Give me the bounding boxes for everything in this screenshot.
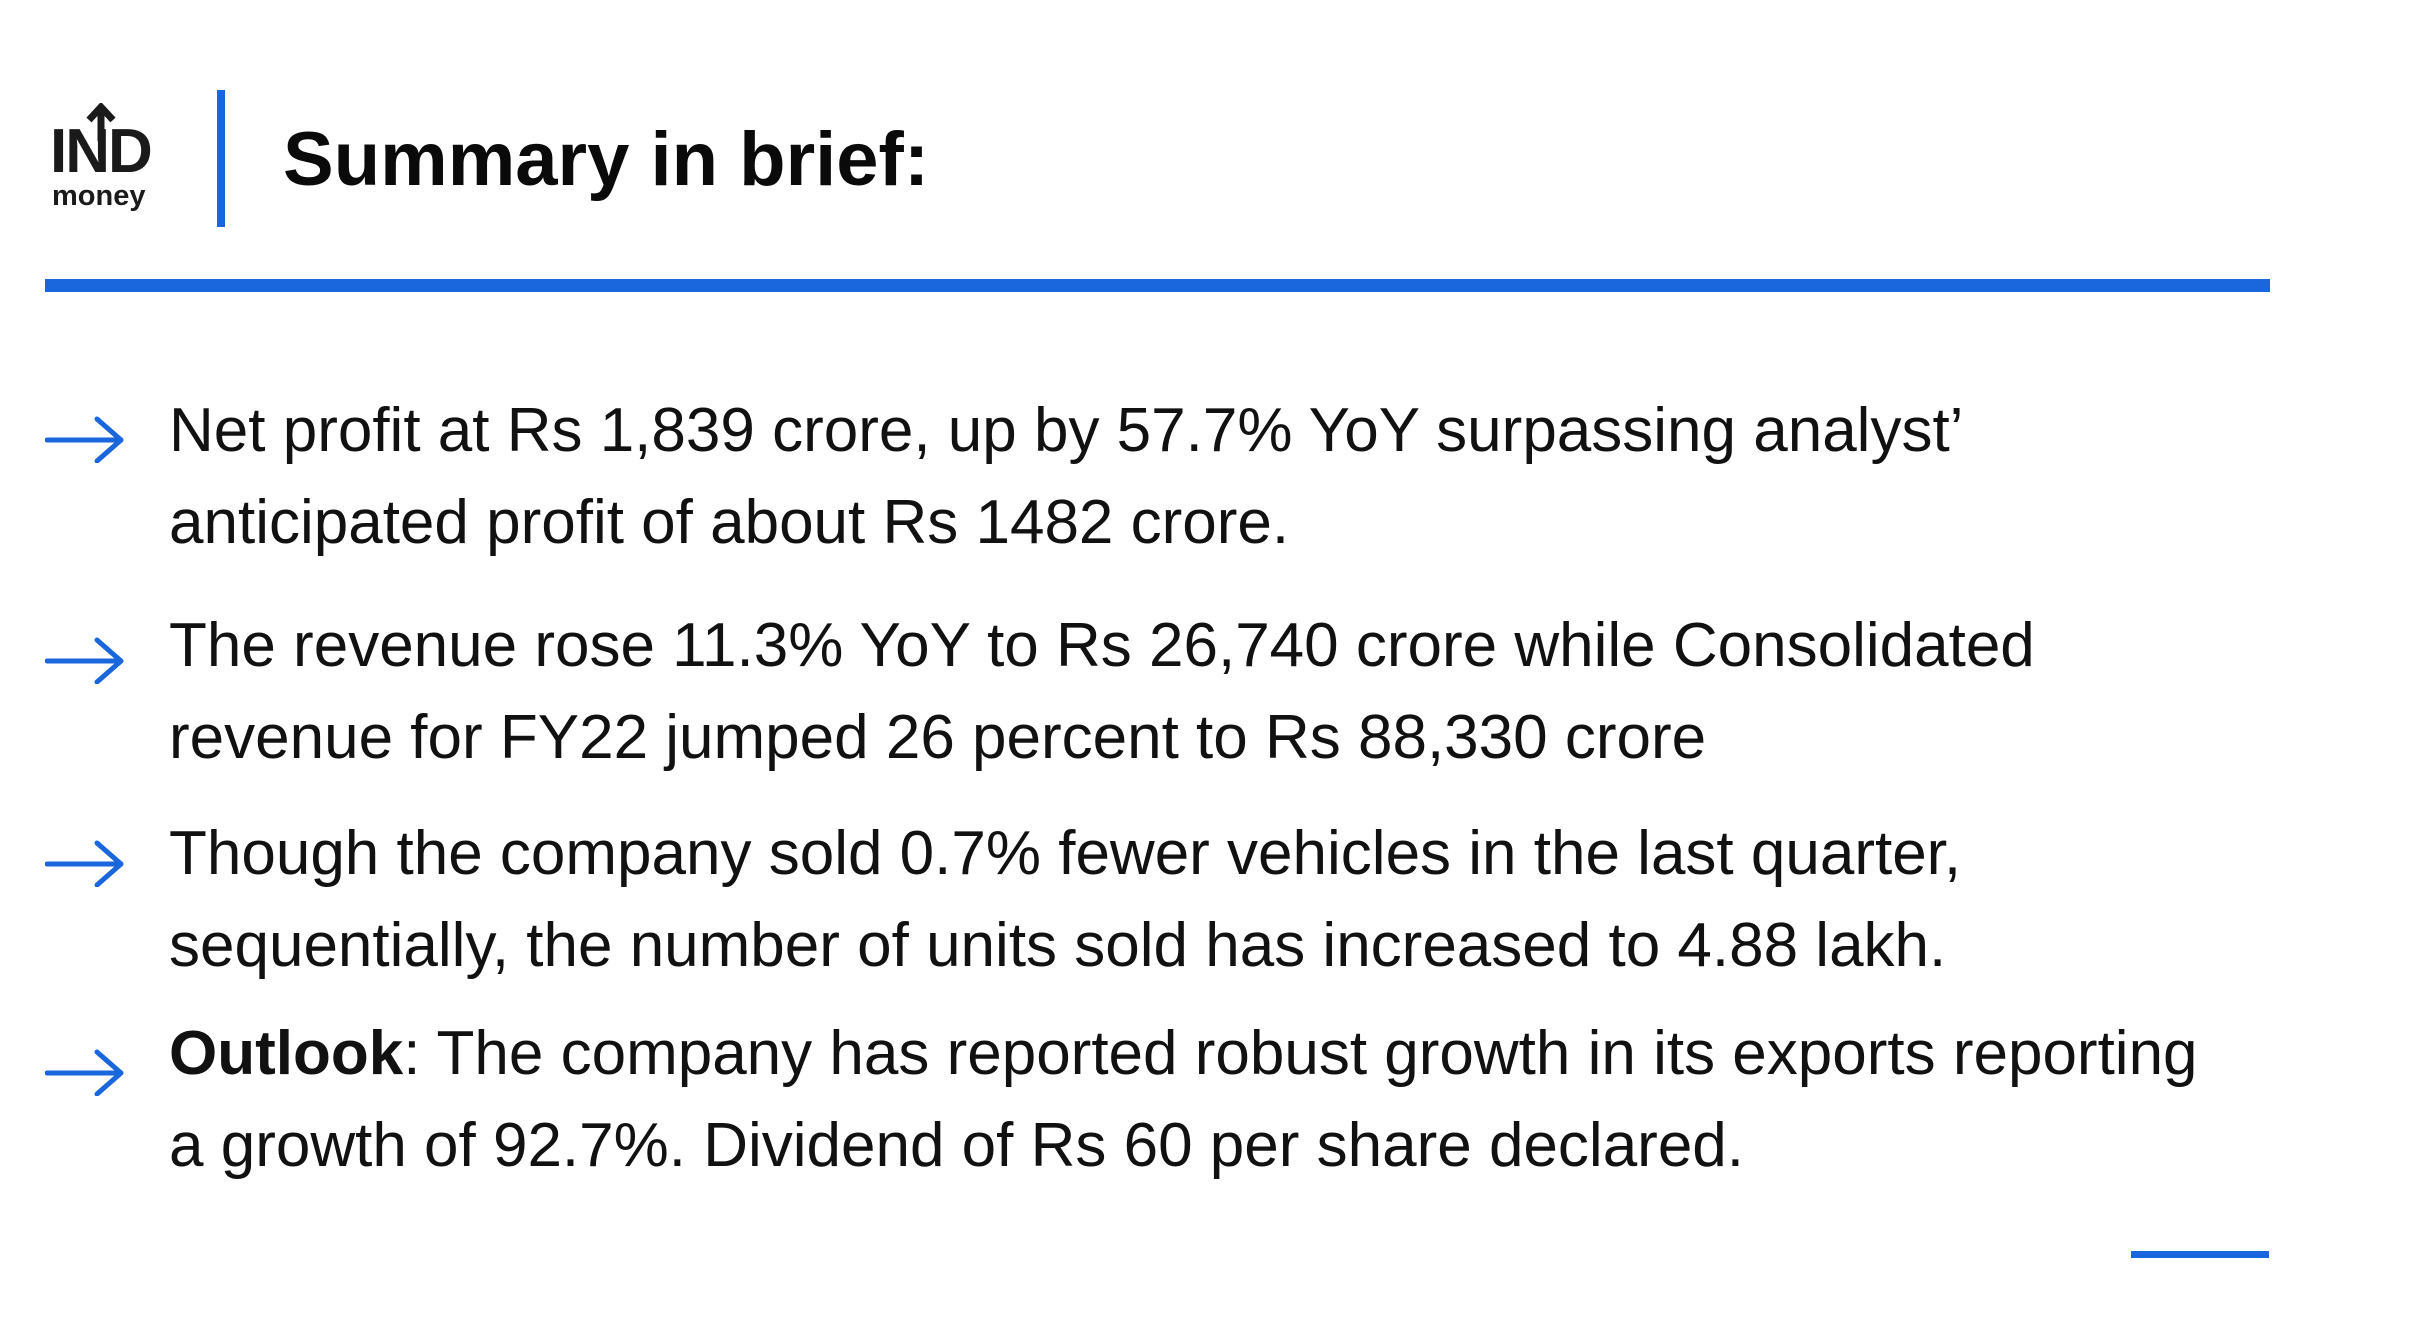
outlook-label: Outlook xyxy=(169,1019,404,1088)
indmoney-logo: IND money xyxy=(50,103,158,213)
footer-accent-line xyxy=(2131,1251,2269,1258)
right-arrow-icon xyxy=(45,637,124,684)
bullet-text: Though the company sold 0.7% fewer vehic… xyxy=(169,819,1962,980)
bullet-text: Net profit at Rs 1,839 crore, up by 57.7… xyxy=(169,396,1962,557)
bullet-text: Outlook: The company has reported robust… xyxy=(169,1008,2199,1192)
header-underline xyxy=(45,279,2270,292)
header-divider xyxy=(217,90,225,227)
right-arrow-icon xyxy=(45,840,124,887)
logo-money-text: money xyxy=(52,180,146,212)
page-title: Summary in brief: xyxy=(283,117,930,202)
bullet-text: The revenue rose 11.3% YoY to Rs 26,740 … xyxy=(169,611,2035,772)
right-arrow-icon xyxy=(45,1049,124,1096)
up-arrow-icon xyxy=(86,103,116,141)
outlook-text: : The company has reported robust growth… xyxy=(169,1019,2198,1180)
logo-ind-text: IND xyxy=(50,117,153,186)
right-arrow-icon xyxy=(45,416,124,463)
